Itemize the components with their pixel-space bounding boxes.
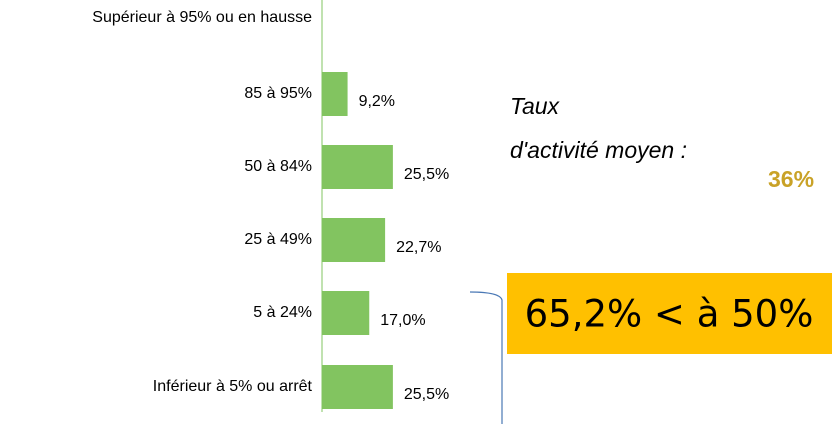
value-label: 17,0%: [380, 312, 425, 329]
annotation: Taux: [510, 93, 561, 119]
highlight-text: 65,2% < à 50%: [525, 293, 814, 336]
bar: [322, 365, 393, 409]
category-label: Supérieur à 95% ou en hausse: [92, 9, 312, 26]
value-label: 25,5%: [404, 386, 449, 403]
category-label: Inférieur à 5% ou arrêt: [153, 378, 313, 395]
value-label: 22,7%: [396, 239, 441, 256]
bar: [322, 145, 393, 189]
annotation: d'activité moyen :: [510, 137, 687, 163]
bracket: [469, 291, 503, 424]
bar: [322, 291, 370, 335]
category-label: 5 à 24%: [253, 304, 312, 321]
bar: [322, 218, 386, 262]
value-label: 9,2%: [359, 93, 395, 110]
average-value: 36%: [768, 166, 814, 192]
bar: [322, 72, 348, 116]
value-label: 25,5%: [404, 166, 449, 183]
category-label: 25 à 49%: [244, 231, 312, 248]
highlight-box: [507, 273, 832, 354]
category-label: 50 à 84%: [244, 158, 312, 175]
category-label: 85 à 95%: [244, 85, 312, 102]
